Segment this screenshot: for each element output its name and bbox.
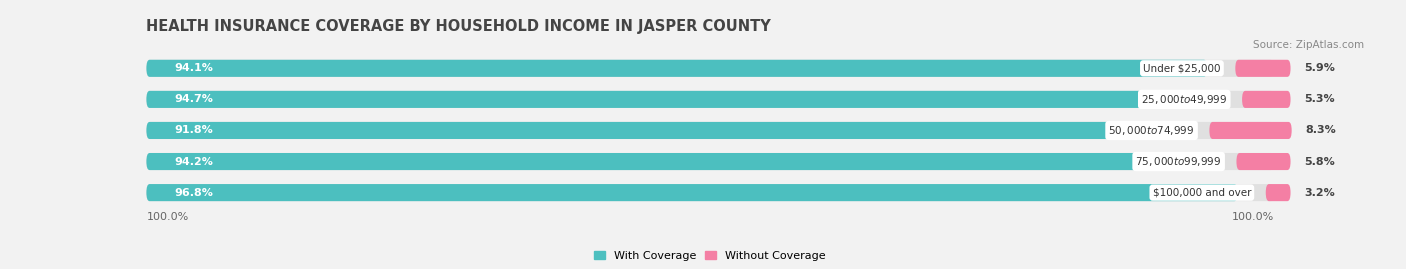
Text: 3.2%: 3.2% [1305, 187, 1334, 198]
FancyBboxPatch shape [146, 122, 1274, 139]
FancyBboxPatch shape [146, 91, 1274, 108]
FancyBboxPatch shape [146, 91, 1213, 108]
FancyBboxPatch shape [146, 153, 1208, 170]
Text: 94.1%: 94.1% [174, 63, 214, 73]
Text: 8.3%: 8.3% [1305, 125, 1336, 136]
Text: 100.0%: 100.0% [146, 212, 188, 222]
Text: 94.2%: 94.2% [174, 157, 214, 167]
Text: 94.7%: 94.7% [174, 94, 214, 104]
FancyBboxPatch shape [1209, 122, 1292, 139]
FancyBboxPatch shape [146, 153, 1274, 170]
FancyBboxPatch shape [146, 60, 1274, 77]
Text: $50,000 to $74,999: $50,000 to $74,999 [1108, 124, 1195, 137]
Legend: With Coverage, Without Coverage: With Coverage, Without Coverage [589, 246, 831, 266]
FancyBboxPatch shape [1236, 153, 1291, 170]
FancyBboxPatch shape [1241, 91, 1291, 108]
FancyBboxPatch shape [146, 60, 1208, 77]
Text: 5.9%: 5.9% [1305, 63, 1334, 73]
FancyBboxPatch shape [146, 184, 1237, 201]
FancyBboxPatch shape [146, 184, 1274, 201]
Text: $25,000 to $49,999: $25,000 to $49,999 [1142, 93, 1227, 106]
Text: 91.8%: 91.8% [174, 125, 214, 136]
FancyBboxPatch shape [1236, 60, 1291, 77]
Text: HEALTH INSURANCE COVERAGE BY HOUSEHOLD INCOME IN JASPER COUNTY: HEALTH INSURANCE COVERAGE BY HOUSEHOLD I… [146, 19, 770, 34]
Text: 96.8%: 96.8% [174, 187, 214, 198]
Text: 5.8%: 5.8% [1305, 157, 1334, 167]
FancyBboxPatch shape [1265, 184, 1291, 201]
Text: 100.0%: 100.0% [1232, 212, 1274, 222]
FancyBboxPatch shape [146, 122, 1181, 139]
Text: $100,000 and over: $100,000 and over [1153, 187, 1251, 198]
Text: Source: ZipAtlas.com: Source: ZipAtlas.com [1253, 40, 1364, 50]
Text: $75,000 to $99,999: $75,000 to $99,999 [1136, 155, 1222, 168]
Text: Under $25,000: Under $25,000 [1143, 63, 1220, 73]
Text: 5.3%: 5.3% [1305, 94, 1334, 104]
